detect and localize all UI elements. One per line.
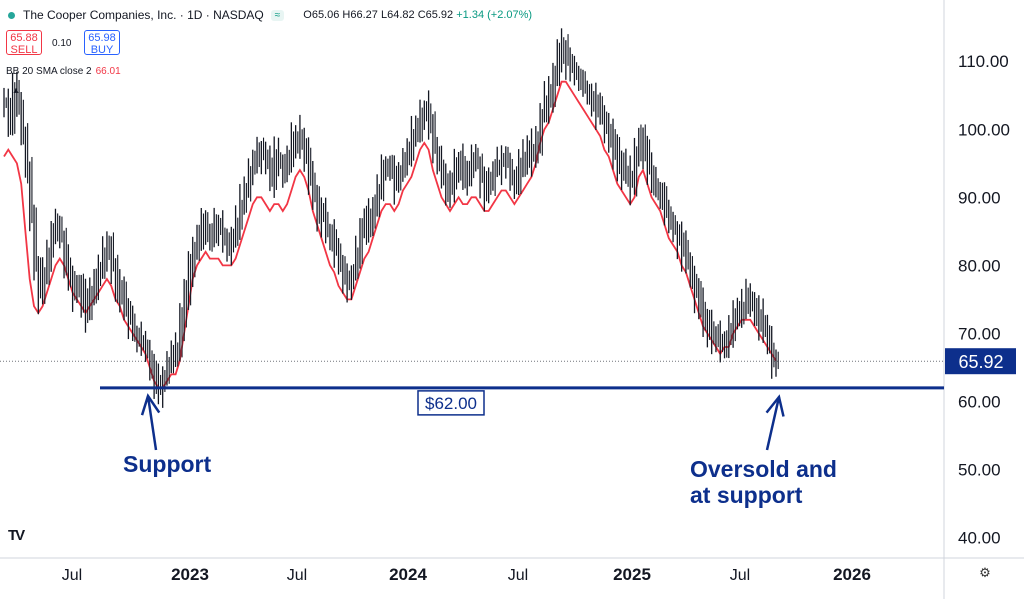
x-tick-label: Jul xyxy=(508,567,528,584)
ohlc-low: L64.82 xyxy=(380,9,415,21)
oversold-arrow-head xyxy=(765,394,785,417)
last-price-badge xyxy=(945,348,1016,375)
support-annotation: Support xyxy=(123,451,211,477)
symbol-legend: The Cooper Companies, Inc. · 1D · NASDAQ… xyxy=(8,8,532,22)
spread-value: 0.10 xyxy=(52,38,72,49)
sell-price: 65.88 xyxy=(10,32,38,44)
support-arrow-head xyxy=(140,393,161,416)
ohlc-readout: O65.06 H66.27 L64.82 C65.92 +1.34 (+2.07… xyxy=(303,9,532,21)
ohlc-change: +1.34 (+2.07%) xyxy=(456,9,533,21)
indicator-label: BB 20 SMA close 2 xyxy=(6,66,92,77)
sell-label: SELL xyxy=(10,44,38,56)
y-tick-label: 90.00 xyxy=(958,188,1001,207)
sell-button[interactable]: 65.88 SELL xyxy=(6,30,42,56)
y-tick-label: 100.00 xyxy=(958,120,1010,139)
oversold-annotation-line1: Oversold and xyxy=(690,456,837,482)
compare-badge[interactable]: ≈ xyxy=(270,9,285,21)
indicator-legend[interactable]: BB 20 SMA close 2 66.01 xyxy=(6,66,121,77)
market-status-dot xyxy=(8,11,15,19)
y-tick-label: 50.00 xyxy=(958,461,1001,480)
x-tick-label: 2026 xyxy=(833,565,871,584)
x-tick-label: 2023 xyxy=(171,565,209,584)
ohlc-high: H66.27 xyxy=(342,9,378,21)
y-tick-label: 110.00 xyxy=(958,52,1009,71)
tradingview-logo: TV xyxy=(8,527,25,544)
y-tick-label: 70.00 xyxy=(958,324,1001,343)
x-tick-label: 2025 xyxy=(613,565,651,584)
x-tick-label: Jul xyxy=(287,567,307,584)
x-tick-label: Jul xyxy=(730,567,750,584)
ohlc-open: O65.06 xyxy=(303,9,340,21)
bb-basis-line xyxy=(3,80,777,389)
buy-button[interactable]: 65.98 BUY xyxy=(84,30,120,56)
x-tick-label: Jul xyxy=(62,567,82,584)
oversold-annotation-line2: at support xyxy=(690,482,803,508)
last-price-label: 65.92 xyxy=(958,352,1003,372)
buy-label: BUY xyxy=(90,44,114,56)
gear-icon[interactable]: ⚙ xyxy=(979,565,991,580)
y-tick-label: 40.00 xyxy=(958,529,1001,548)
support-label: $62.00 xyxy=(425,394,477,413)
symbol-title[interactable]: The Cooper Companies, Inc. · 1D · NASDAQ xyxy=(23,8,264,22)
chevron-up-icon[interactable]: ▴ xyxy=(13,85,19,96)
y-tick-label: 80.00 xyxy=(958,256,1001,275)
indicator-value: 66.01 xyxy=(95,66,121,77)
support-label-box xyxy=(417,390,485,416)
buy-price: 65.98 xyxy=(88,32,116,44)
oversold-arrow xyxy=(765,396,781,451)
ohlc-close: C65.92 xyxy=(417,9,454,21)
y-tick-label: 60.00 xyxy=(958,392,1001,411)
x-tick-label: 2024 xyxy=(389,565,427,584)
support-arrow xyxy=(146,395,158,451)
